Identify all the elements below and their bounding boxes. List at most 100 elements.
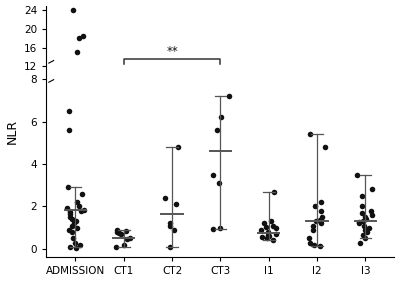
Point	[71, 221, 78, 226]
Point	[167, 244, 174, 249]
Point	[358, 193, 365, 198]
Y-axis label: NLR: NLR	[6, 119, 18, 144]
Point	[80, 207, 87, 212]
Point	[216, 181, 223, 185]
Point	[258, 235, 265, 239]
Point	[66, 228, 72, 232]
Point	[67, 215, 73, 219]
Point	[359, 233, 366, 237]
Point	[273, 225, 280, 230]
Point	[265, 233, 271, 237]
Point	[312, 219, 319, 224]
Point	[366, 225, 373, 230]
Point	[66, 109, 73, 113]
Point	[72, 246, 79, 250]
Point	[217, 225, 223, 230]
Point	[270, 189, 277, 194]
Point	[116, 231, 122, 235]
Point	[258, 228, 264, 232]
Point	[310, 243, 317, 247]
Point	[356, 221, 362, 226]
Point	[359, 211, 366, 215]
Point	[112, 244, 119, 249]
Point	[359, 204, 365, 209]
Point	[77, 243, 84, 247]
Point	[64, 205, 70, 210]
Point	[361, 215, 368, 219]
Point	[270, 238, 276, 243]
Point	[318, 208, 324, 213]
Text: **: **	[166, 45, 178, 58]
Point	[264, 230, 271, 234]
Point	[78, 191, 85, 196]
Point	[319, 215, 326, 219]
Point	[316, 218, 323, 222]
Point	[310, 228, 316, 232]
Point	[306, 236, 312, 241]
Point	[76, 36, 83, 41]
Point	[264, 236, 271, 241]
Point	[214, 128, 220, 132]
Point	[73, 219, 79, 224]
Point	[360, 219, 366, 224]
Point	[362, 228, 368, 232]
Point	[363, 217, 370, 221]
Point	[80, 34, 86, 38]
Point	[175, 145, 181, 149]
Point	[78, 208, 84, 213]
Point	[166, 223, 173, 228]
Point	[364, 230, 370, 234]
Point	[262, 224, 269, 229]
Point	[64, 185, 71, 190]
Point	[72, 240, 78, 245]
Point	[118, 232, 124, 236]
Point	[311, 204, 318, 209]
Point	[307, 132, 314, 136]
Point	[70, 236, 76, 241]
Point	[268, 219, 274, 224]
Point	[70, 8, 76, 12]
Point	[114, 230, 120, 234]
Point	[173, 202, 180, 207]
Point	[270, 223, 276, 228]
Point	[162, 196, 168, 200]
Point	[74, 50, 80, 54]
Point	[122, 229, 129, 233]
Point	[367, 208, 374, 213]
Point	[310, 223, 316, 228]
Point	[218, 115, 224, 120]
Point	[67, 244, 73, 249]
Point	[127, 236, 133, 241]
Point	[67, 212, 73, 216]
Point	[74, 225, 80, 230]
Point	[209, 226, 216, 231]
Point	[68, 230, 75, 234]
Point	[114, 228, 120, 232]
Point	[124, 237, 130, 242]
Point	[318, 221, 324, 226]
Point	[67, 210, 74, 214]
Point	[369, 187, 376, 192]
Point	[362, 236, 368, 241]
Point	[322, 145, 328, 149]
Point	[226, 94, 232, 98]
Point	[76, 204, 82, 209]
Point	[316, 243, 323, 248]
Point	[266, 234, 272, 239]
Point	[273, 232, 279, 236]
Point	[318, 200, 324, 204]
Point	[74, 200, 80, 204]
Point	[261, 221, 268, 226]
Point	[69, 217, 75, 221]
Point	[121, 243, 128, 247]
Point	[68, 223, 75, 228]
Point	[171, 228, 177, 232]
Point	[368, 213, 375, 217]
Point	[356, 220, 362, 225]
Point	[166, 221, 173, 226]
Point	[307, 240, 313, 245]
Point	[361, 223, 368, 228]
Point	[357, 240, 363, 245]
Point	[66, 128, 73, 132]
Point	[210, 172, 216, 177]
